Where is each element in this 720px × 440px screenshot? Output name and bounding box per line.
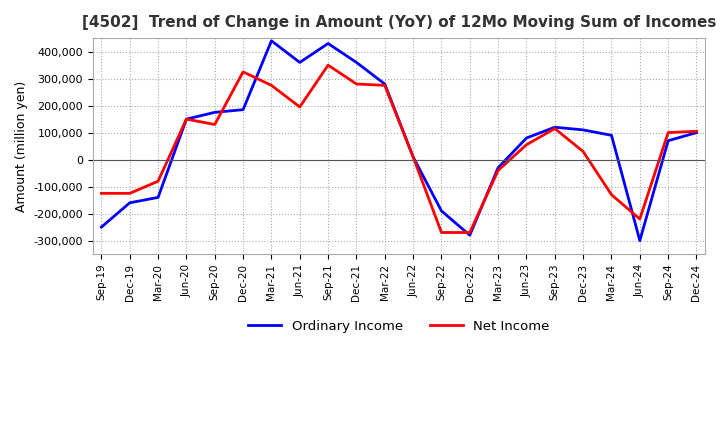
Ordinary Income <box>664 138 672 143</box>
Ordinary Income <box>97 224 106 230</box>
Net Income <box>267 83 276 88</box>
Ordinary Income <box>579 127 588 132</box>
Net Income <box>324 62 333 68</box>
Ordinary Income <box>522 136 531 141</box>
Net Income <box>551 126 559 131</box>
Ordinary Income <box>324 41 333 46</box>
Line: Net Income: Net Income <box>102 65 696 232</box>
Net Income <box>437 230 446 235</box>
Net Income <box>182 117 191 122</box>
Y-axis label: Amount (million yen): Amount (million yen) <box>15 81 28 212</box>
Ordinary Income <box>352 60 361 65</box>
Ordinary Income <box>494 165 503 170</box>
Ordinary Income <box>437 208 446 213</box>
Ordinary Income <box>267 38 276 44</box>
Ordinary Income <box>239 107 248 112</box>
Net Income <box>352 81 361 87</box>
Ordinary Income <box>295 60 304 65</box>
Ordinary Income <box>692 130 701 135</box>
Ordinary Income <box>636 238 644 243</box>
Net Income <box>636 216 644 222</box>
Net Income <box>692 128 701 134</box>
Net Income <box>380 83 389 88</box>
Net Income <box>579 149 588 154</box>
Net Income <box>664 130 672 135</box>
Ordinary Income <box>125 200 134 205</box>
Line: Ordinary Income: Ordinary Income <box>102 41 696 241</box>
Net Income <box>494 168 503 173</box>
Net Income <box>154 179 163 184</box>
Net Income <box>465 230 474 235</box>
Net Income <box>295 104 304 110</box>
Net Income <box>409 154 418 160</box>
Ordinary Income <box>210 110 219 115</box>
Title: [4502]  Trend of Change in Amount (YoY) of 12Mo Moving Sum of Incomes: [4502] Trend of Change in Amount (YoY) o… <box>82 15 716 30</box>
Net Income <box>210 122 219 127</box>
Ordinary Income <box>551 125 559 130</box>
Ordinary Income <box>154 195 163 200</box>
Net Income <box>125 191 134 196</box>
Net Income <box>522 142 531 147</box>
Ordinary Income <box>607 133 616 138</box>
Net Income <box>97 191 106 196</box>
Ordinary Income <box>182 117 191 122</box>
Legend: Ordinary Income, Net Income: Ordinary Income, Net Income <box>243 315 554 338</box>
Ordinary Income <box>465 233 474 238</box>
Ordinary Income <box>380 81 389 87</box>
Net Income <box>239 69 248 74</box>
Net Income <box>607 192 616 198</box>
Ordinary Income <box>409 154 418 160</box>
